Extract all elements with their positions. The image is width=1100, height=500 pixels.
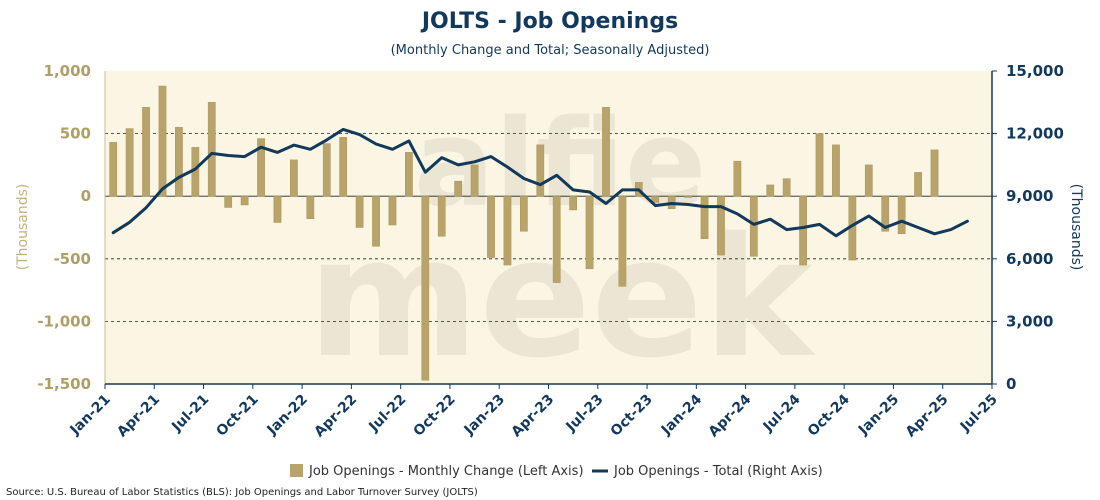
bar-6 [207, 102, 216, 197]
bar-40 [766, 184, 775, 197]
bar-41 [782, 178, 791, 197]
right-axis-label: (Thousands) [1068, 184, 1084, 271]
left-tick-3: -500 [53, 250, 91, 268]
right-tick-1: 12,000 [1006, 125, 1064, 143]
bar-series [109, 85, 939, 381]
bar-13 [322, 143, 331, 197]
bar-20 [437, 195, 446, 237]
bar-0 [109, 142, 118, 197]
plot-area [105, 71, 992, 384]
x-tick-2: Jul-21 [168, 392, 212, 436]
x-tick-4: Jan-22 [264, 392, 311, 439]
bar-21 [454, 180, 463, 197]
x-tick-0: Jan-21 [67, 392, 114, 439]
right-tick-0: 15,000 [1006, 62, 1064, 80]
bar-22 [470, 164, 479, 197]
x-tick-1: Apr-21 [114, 392, 163, 441]
right-tick-3: 6,000 [1006, 250, 1053, 268]
bar-33 [651, 195, 660, 203]
bar-10 [273, 195, 282, 223]
bar-47 [881, 195, 890, 232]
bar-43 [815, 133, 824, 197]
left-axis-ticks: 1,000 500 0 -500 -1,000 -1,500 [37, 62, 91, 393]
right-tick-4: 3,000 [1006, 312, 1053, 330]
right-tick-5: 0 [1006, 375, 1016, 393]
bar-24 [503, 195, 512, 266]
bar-2 [142, 107, 150, 197]
x-tick-5: Apr-22 [311, 392, 360, 441]
bar-15 [355, 195, 364, 228]
x-tick-10: Jul-23 [563, 392, 607, 436]
bar-42 [799, 195, 807, 266]
bar-1 [125, 128, 134, 197]
line-series [111, 127, 969, 238]
x-tick-12: Jan-24 [658, 391, 705, 438]
bar-36 [700, 195, 709, 240]
bar-30 [602, 107, 610, 197]
x-tick-13: Apr-24 [706, 391, 755, 440]
x-tick-17: Apr-25 [903, 392, 952, 441]
bar-31 [618, 195, 627, 287]
bar-28 [569, 195, 578, 211]
x-tick-9: Apr-23 [508, 392, 557, 441]
left-tick-2: 0 [81, 187, 91, 205]
watermark: alfie meek [307, 95, 816, 394]
bar-14 [339, 137, 348, 197]
x-tick-8: Jan-23 [461, 392, 508, 439]
bar-26 [536, 144, 545, 197]
bar-17 [388, 195, 397, 226]
bar-48 [897, 195, 906, 235]
legend-bar-swatch [290, 464, 303, 477]
bar-29 [585, 195, 594, 270]
left-tick-5: -1,500 [37, 375, 91, 393]
bar-19 [421, 195, 430, 381]
bar-25 [519, 195, 528, 232]
bar-49 [914, 172, 922, 197]
x-tick-15: Oct-24 [805, 391, 853, 439]
bar-16 [372, 195, 380, 247]
legend: Job Openings - Monthly Change (Left Axis… [290, 464, 823, 479]
left-tick-4: -1,000 [37, 312, 91, 330]
source-note: Source: U.S. Bureau of Labor Statistics … [6, 487, 478, 498]
x-tick-7: Oct-22 [411, 392, 459, 440]
total-line [111, 127, 969, 238]
bar-23 [487, 195, 495, 258]
watermark-line-2: meek [307, 202, 816, 394]
x-tick-6: Jul-22 [365, 392, 409, 436]
bar-39 [749, 195, 758, 257]
x-tick-16: Jan-25 [855, 392, 902, 439]
right-axis-ticks: 15,000 12,000 9,000 6,000 3,000 0 [992, 62, 1064, 393]
chart-title: JOLTS - Job Openings [420, 9, 678, 34]
bar-9 [257, 138, 265, 197]
gridlines [105, 133, 992, 322]
legend-line-label: Job Openings - Total (Right Axis) [613, 464, 823, 479]
bar-46 [864, 164, 873, 197]
bar-11 [290, 159, 298, 197]
bar-7 [224, 195, 233, 208]
bar-37 [717, 195, 725, 256]
x-tick-3: Oct-21 [213, 392, 261, 440]
bar-27 [552, 195, 561, 283]
chart-subtitle: (Monthly Change and Total; Seasonally Ad… [391, 43, 710, 58]
bar-38 [733, 160, 742, 197]
legend-bar-label: Job Openings - Monthly Change (Left Axis… [308, 464, 584, 479]
bar-35 [684, 195, 692, 198]
bar-3 [158, 85, 167, 197]
x-tick-11: Oct-23 [608, 392, 656, 440]
bar-8 [240, 195, 249, 206]
x-tick-18: Jul-25 [957, 392, 1001, 436]
x-tick-14: Jul-24 [760, 391, 804, 435]
bar-12 [306, 195, 315, 219]
bar-44 [832, 144, 840, 197]
bar-18 [405, 152, 413, 197]
bar-50 [930, 149, 939, 197]
left-tick-0: 1,000 [44, 62, 91, 80]
bar-4 [175, 127, 183, 197]
left-tick-1: 500 [60, 125, 91, 143]
right-tick-2: 9,000 [1006, 187, 1053, 205]
left-axis-label: (Thousands) [15, 184, 31, 271]
